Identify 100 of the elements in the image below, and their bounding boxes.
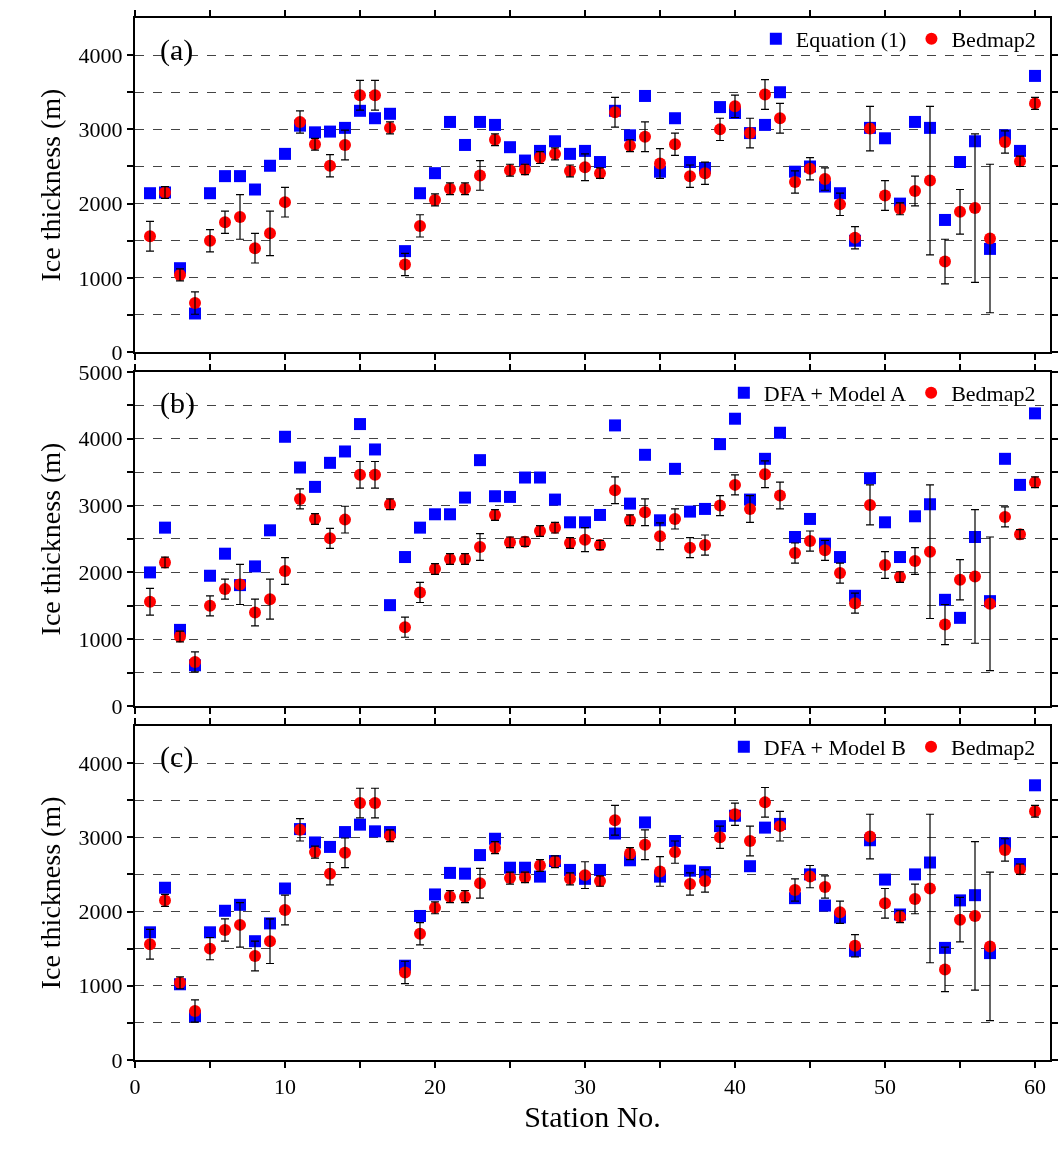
point bbox=[159, 881, 171, 894]
point bbox=[459, 138, 471, 151]
y-tick-label: 4000 bbox=[78, 750, 123, 776]
point bbox=[369, 112, 381, 125]
point bbox=[369, 443, 381, 456]
point bbox=[204, 187, 216, 200]
point bbox=[219, 547, 231, 560]
point bbox=[459, 867, 471, 880]
point bbox=[909, 115, 921, 128]
point bbox=[564, 516, 576, 529]
point bbox=[354, 818, 366, 831]
point bbox=[834, 551, 846, 564]
point bbox=[909, 868, 921, 881]
point bbox=[444, 508, 456, 521]
point bbox=[474, 115, 486, 128]
point bbox=[444, 115, 456, 128]
point bbox=[384, 107, 396, 120]
legend-label: Bedmap2 bbox=[951, 27, 1036, 53]
point bbox=[774, 86, 786, 99]
point bbox=[324, 456, 336, 469]
x-tick-label: 40 bbox=[724, 1074, 746, 1100]
y-axis-title: Ice thickness (m) bbox=[34, 796, 66, 990]
point bbox=[624, 497, 636, 510]
point bbox=[309, 126, 321, 139]
point bbox=[909, 510, 921, 523]
point bbox=[639, 89, 651, 102]
point bbox=[264, 159, 276, 172]
point bbox=[204, 926, 216, 939]
point bbox=[1014, 478, 1026, 491]
legend-label: Equation (1) bbox=[795, 27, 907, 53]
point bbox=[324, 125, 336, 138]
point bbox=[564, 147, 576, 160]
y-tick-label: 2000 bbox=[78, 191, 123, 217]
point bbox=[894, 551, 906, 564]
x-tick-label: 50 bbox=[874, 1074, 896, 1100]
point bbox=[609, 419, 621, 432]
point bbox=[699, 502, 711, 515]
y-tick-label: 0 bbox=[111, 1047, 123, 1073]
point bbox=[459, 491, 471, 504]
point bbox=[234, 170, 246, 183]
y-tick-label: 2000 bbox=[78, 560, 123, 586]
point bbox=[489, 490, 501, 503]
point bbox=[759, 821, 771, 834]
point bbox=[504, 490, 516, 503]
point bbox=[474, 454, 486, 467]
legend-label: Bedmap2 bbox=[951, 735, 1036, 761]
point bbox=[669, 462, 681, 475]
point bbox=[519, 471, 531, 484]
point bbox=[474, 849, 486, 862]
point bbox=[414, 521, 426, 534]
point bbox=[594, 156, 606, 169]
point bbox=[669, 112, 681, 125]
point bbox=[414, 187, 426, 200]
point bbox=[759, 118, 771, 131]
point bbox=[204, 569, 216, 582]
annotation: (a) bbox=[160, 33, 194, 67]
point bbox=[369, 825, 381, 838]
point bbox=[1029, 69, 1041, 82]
point bbox=[534, 870, 546, 883]
point bbox=[744, 860, 756, 873]
point bbox=[279, 430, 291, 443]
x-tick-label: 20 bbox=[424, 1074, 446, 1100]
y-axis-title: Ice thickness (m) bbox=[34, 442, 66, 636]
x-tick-label: 0 bbox=[129, 1074, 141, 1100]
point bbox=[1029, 407, 1041, 420]
point bbox=[639, 448, 651, 461]
point bbox=[504, 141, 516, 154]
y-tick-label: 4000 bbox=[78, 426, 123, 452]
point bbox=[384, 599, 396, 612]
point bbox=[339, 445, 351, 458]
y-tick-label: 4000 bbox=[78, 42, 123, 68]
point bbox=[549, 493, 561, 506]
point bbox=[159, 521, 171, 534]
point bbox=[354, 418, 366, 431]
x-tick-label: 30 bbox=[574, 1074, 596, 1100]
point bbox=[879, 873, 891, 886]
point bbox=[489, 118, 501, 131]
point bbox=[579, 516, 591, 529]
point bbox=[264, 524, 276, 537]
point bbox=[714, 438, 726, 451]
x-tick-label: 60 bbox=[1024, 1074, 1046, 1100]
point bbox=[714, 101, 726, 114]
point bbox=[444, 866, 456, 879]
y-tick-label: 0 bbox=[111, 693, 123, 719]
point bbox=[279, 147, 291, 160]
point bbox=[249, 560, 261, 573]
point bbox=[804, 512, 816, 525]
point bbox=[414, 909, 426, 922]
point bbox=[279, 882, 291, 895]
y-tick-label: 3000 bbox=[78, 493, 123, 519]
y-tick-label: 1000 bbox=[78, 973, 123, 999]
point bbox=[939, 213, 951, 226]
point bbox=[249, 183, 261, 196]
point bbox=[639, 816, 651, 829]
point bbox=[954, 611, 966, 624]
y-tick-label: 3000 bbox=[78, 117, 123, 143]
point bbox=[594, 863, 606, 876]
point bbox=[144, 187, 156, 200]
point bbox=[624, 129, 636, 142]
x-axis-title: Station No. bbox=[524, 1100, 661, 1134]
